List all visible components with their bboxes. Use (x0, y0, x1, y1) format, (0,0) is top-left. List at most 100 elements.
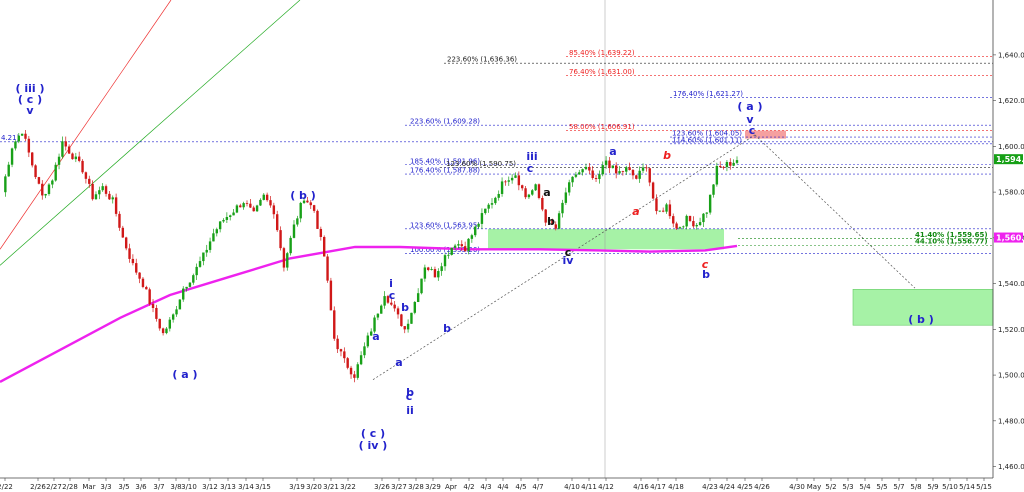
wave-label: c (527, 162, 534, 175)
candle-body (289, 237, 292, 254)
candle-body (329, 280, 333, 311)
wave-label: i (389, 277, 393, 290)
candle-body (306, 200, 309, 203)
projected-decline-line (754, 134, 916, 289)
candle-body (611, 165, 615, 169)
candle-body (541, 197, 544, 210)
x-tick-label: 2/22 (0, 483, 13, 491)
candle-body (10, 148, 14, 165)
wave-label: c (702, 258, 709, 271)
x-tick-label: 2/26 (30, 483, 46, 491)
candle-body (480, 213, 484, 224)
candle-body (252, 207, 255, 212)
fib-label: 123.60% (1,604.05) (672, 130, 742, 138)
fib-label: 41.40% (1,559.65) (915, 231, 988, 239)
candle-body (81, 160, 84, 173)
candle-body (74, 156, 78, 160)
candle-body (668, 204, 672, 217)
wave-label: a (632, 205, 639, 218)
candle-body (145, 286, 148, 290)
candle-body (443, 255, 447, 267)
x-tick-label: 4/10 (564, 483, 580, 491)
candle-body (685, 215, 688, 227)
x-tick-label: 3/12 (202, 483, 218, 491)
x-tick-label: 3/20 (306, 483, 322, 491)
candle-body (598, 174, 601, 180)
candle-body (648, 168, 651, 183)
x-tick-label: 4/24 (719, 483, 735, 491)
x-tick-label: 5/15 (976, 483, 992, 491)
wave-label: b (401, 301, 409, 314)
candle-body (547, 219, 551, 223)
candle-body (135, 263, 138, 273)
moving-average-line (0, 244, 738, 383)
candle-body (588, 166, 591, 171)
candle-body (131, 258, 135, 264)
candle-body (430, 269, 433, 270)
candle-body (675, 223, 678, 229)
x-tick-label: 3/8 (170, 483, 181, 491)
x-tick-label: 3/3 (100, 483, 111, 491)
candle-body (440, 266, 443, 272)
candle-body (651, 182, 655, 199)
last-price-label: 1,594.40 (996, 155, 1024, 164)
candle-body (249, 203, 252, 208)
candle-body (604, 160, 608, 166)
wave-label: ii (406, 404, 414, 417)
candle-body (158, 318, 161, 329)
candle-body (527, 194, 531, 198)
candle-body (316, 210, 319, 229)
candle-body (14, 141, 17, 149)
candle-body (31, 152, 34, 166)
candle-body (225, 216, 229, 220)
wave-label: b (547, 215, 555, 228)
candle-body (71, 153, 74, 160)
x-tick-label: 4/16 (633, 483, 649, 491)
candle-body (688, 215, 692, 221)
green-support-zone (488, 228, 724, 250)
wave-label: iv (563, 254, 575, 267)
ma-price-label: 1,560.14 (996, 234, 1024, 243)
fib-label: 223.60% (1,636.36) (447, 56, 517, 64)
candle-body (161, 328, 165, 334)
candle-body (695, 225, 698, 227)
candle-body (551, 219, 554, 225)
x-tick-label: 4/18 (668, 483, 684, 491)
candle-body (420, 278, 423, 294)
candle-body (366, 335, 370, 347)
candle-body (309, 202, 312, 206)
x-tick-label: 3/27 (391, 483, 407, 491)
candle-body (732, 162, 735, 166)
x-tick-label: 3/26 (374, 483, 390, 491)
x-tick-label: 5/4 (859, 483, 871, 491)
wave-label: c (406, 390, 413, 403)
x-tick-label: 3/15 (255, 483, 271, 491)
candle-body (77, 156, 81, 161)
candle-body (494, 197, 497, 204)
candle-body (47, 184, 51, 194)
candle-body (678, 227, 682, 229)
candle-body (165, 328, 168, 334)
candle-body (524, 188, 527, 198)
candle-body (531, 190, 534, 195)
candle-body (121, 227, 125, 238)
fib-label: 176.40% (1,621.27) (673, 90, 743, 98)
candle-body (369, 331, 373, 336)
candle-body (185, 286, 188, 289)
candle-body (272, 205, 276, 215)
fib-label: 100.00% (1,553.26) (410, 246, 480, 254)
wave-label: ( c ) (361, 427, 385, 440)
candle-body (282, 248, 286, 268)
candle-body (712, 184, 715, 195)
candle-body (188, 282, 192, 287)
candle-body (719, 165, 722, 167)
wave-label: a (609, 145, 616, 158)
wave-label: a (543, 186, 550, 199)
candle-body (715, 165, 719, 185)
wave-label: a (395, 356, 402, 369)
candle-body (403, 326, 406, 330)
candle-body (192, 275, 195, 283)
candle-body (359, 355, 363, 365)
candle-body (453, 245, 457, 248)
